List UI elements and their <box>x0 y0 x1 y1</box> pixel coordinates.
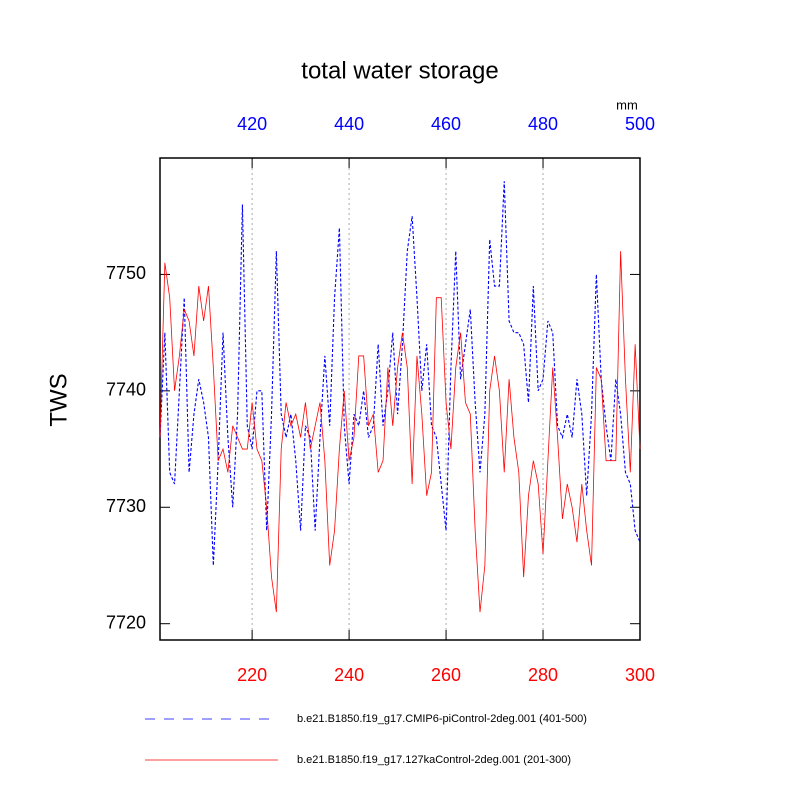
x-tick-label: 240 <box>334 665 364 685</box>
x2-tick-label: 480 <box>528 114 558 134</box>
x2-tick-label: 440 <box>334 114 364 134</box>
y-tick-label: 7740 <box>106 380 146 400</box>
data-line <box>159 181 641 566</box>
x2-tick-label: 420 <box>237 114 267 134</box>
x2-tick-label: 460 <box>431 114 461 134</box>
units-label: mm <box>616 97 638 112</box>
y-tick-label: 7730 <box>106 496 146 516</box>
chart-title: total water storage <box>301 57 498 84</box>
data-line <box>159 251 641 613</box>
x-tick-label: 280 <box>528 665 558 685</box>
y-tick-label: 7720 <box>106 612 146 632</box>
x2-tick-label: 500 <box>625 114 655 134</box>
plot-frame <box>159 157 641 641</box>
y-axis-label: TWS <box>45 373 72 426</box>
x-tick-label: 260 <box>431 665 461 685</box>
legend-label: b.e21.B1850.f19_g17.CMIP6-piControl-2deg… <box>297 713 587 725</box>
x-tick-label: 300 <box>625 665 655 685</box>
y-tick-label: 7750 <box>106 263 146 283</box>
x-tick-label: 220 <box>237 665 267 685</box>
legend-label: b.e21.B1850.f19_g17.127kaControl-2deg.00… <box>297 754 571 766</box>
